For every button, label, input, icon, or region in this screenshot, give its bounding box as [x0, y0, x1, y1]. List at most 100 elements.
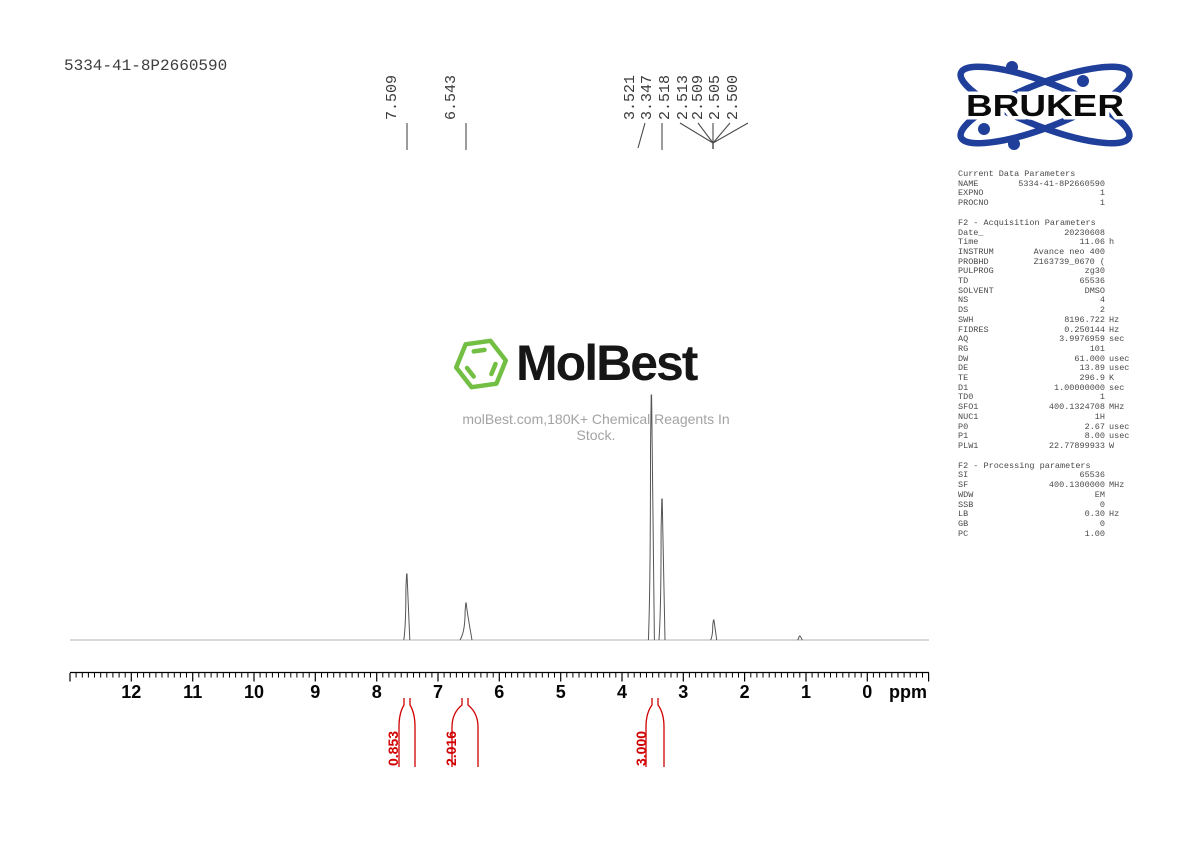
- parameter-row: Date_ 20230608: [958, 227, 1136, 239]
- parameter-row: DE 13.89 usec: [958, 364, 1136, 374]
- nmr-peak: [658, 498, 666, 641]
- peak-ppm-label: 2.509: [690, 74, 707, 120]
- nmr-peak: [459, 602, 473, 641]
- parameters-section-title: Current Data Parameters: [958, 169, 1076, 179]
- parameter-row: Time 11.06 h: [958, 238, 1136, 248]
- parameter-row: DW 61.000 usec: [958, 353, 1136, 365]
- axis-tick-label: 2: [740, 682, 750, 702]
- parameter-label: SI: [958, 470, 969, 481]
- parameter-row: RG 101: [958, 343, 1136, 355]
- parameter-label: SSB: [958, 499, 974, 510]
- parameter-value: 4: [1099, 295, 1105, 306]
- parameter-label: PROBHD: [958, 256, 989, 267]
- parameter-value: 2.67: [1084, 421, 1105, 432]
- parameter-row: P0 2.67 usec: [958, 421, 1136, 433]
- parameter-label: NS: [958, 295, 969, 306]
- parameter-label: RG: [958, 343, 969, 354]
- parameter-row: TD0 1: [958, 393, 1136, 403]
- integral-bracket: [467, 698, 479, 767]
- parameter-value: 22.77899933: [1048, 440, 1105, 451]
- axis-unit-label: ppm: [889, 682, 927, 702]
- parameter-value: 1.00000000: [1053, 382, 1105, 393]
- parameter-label: SWH: [958, 314, 974, 325]
- parameter-label: TD: [958, 276, 969, 287]
- parameter-row: EXPNO 1: [958, 189, 1136, 199]
- parameter-row: NUC1 1H: [958, 411, 1136, 423]
- parameter-row: PROBHD Z163739_0670 (: [958, 256, 1136, 268]
- parameter-value: 0.250144: [1064, 324, 1105, 335]
- parameter-row: TE 296.9 K: [958, 373, 1136, 384]
- parameters-section-title: F2 - Processing parameters: [958, 460, 1091, 471]
- parameter-row: PULPROG zg30: [958, 267, 1136, 277]
- parameters-section: F2 - Processing parameters SI 65536 SF 400.1…: [958, 460, 1136, 540]
- axis-tick-label: 1: [801, 682, 811, 702]
- peak-ppm-label: 7.509: [384, 74, 401, 120]
- parameter-value: 65536: [1079, 276, 1105, 287]
- parameter-row: SSB 0: [958, 499, 1136, 511]
- molbest-tagline: molBest.com,180K+ Chemical Reagents In S…: [462, 411, 730, 443]
- parameter-unit: sec: [1109, 382, 1125, 393]
- axis-tick-label: 8: [372, 682, 382, 702]
- parameter-label: TE: [958, 373, 969, 384]
- parameter-value: 20230608: [1064, 227, 1105, 238]
- nmr-peak: [797, 635, 803, 641]
- parameter-label: SFO1: [958, 402, 979, 413]
- parameter-unit: Hz: [1109, 324, 1120, 335]
- parameter-row: SOLVENT DMSO: [958, 285, 1136, 297]
- parameter-value: 61.000: [1074, 353, 1105, 364]
- parameters-section: F2 - Acquisition Parameters Date_ 20230608…: [958, 217, 1136, 452]
- parameter-value: EM: [1094, 489, 1105, 500]
- integral-value: 2.016: [443, 730, 459, 766]
- parameters-section-title: F2 - Acquisition Parameters: [958, 217, 1096, 228]
- axis-tick-label: 10: [244, 682, 264, 702]
- parameter-unit: MHz: [1109, 480, 1125, 491]
- nmr-peak: [647, 394, 655, 641]
- parameter-label: AQ: [958, 334, 969, 345]
- parameter-value: Avance neo 400: [1033, 246, 1105, 257]
- parameter-label: FIDRES: [958, 324, 989, 335]
- parameter-unit: Hz: [1109, 509, 1120, 520]
- parameter-label: DE: [958, 363, 969, 374]
- parameter-value: Z163739_0670 (: [1033, 256, 1105, 267]
- parameter-label: INSTRUM: [958, 246, 994, 257]
- parameter-row: DS 2: [958, 305, 1136, 316]
- bruker-orbit-dots: [978, 61, 1089, 150]
- parameter-label: P0: [958, 421, 969, 432]
- peak-ppm-label: 6.543: [443, 74, 460, 120]
- parameter-label: WDW: [958, 489, 974, 500]
- axis-tick-label: 0: [862, 682, 872, 702]
- parameter-label: NAME: [958, 178, 979, 189]
- parameter-value: 296.9: [1079, 373, 1105, 384]
- integral-bracket: [451, 698, 463, 767]
- benzene-hexagon-icon: [453, 338, 509, 390]
- parameter-label: PULPROG: [958, 266, 994, 277]
- peak-ppm-label: 2.518: [657, 74, 674, 120]
- parameter-row: TD 65536: [958, 276, 1136, 287]
- molbest-wordmark: MolBest: [516, 335, 698, 391]
- parameter-label: SF: [958, 480, 969, 491]
- peak-label-connector: [679, 122, 714, 144]
- parameter-row: LB 0.30 Hz: [958, 509, 1136, 520]
- parameter-value: 65536: [1079, 470, 1105, 481]
- parameter-value: 1: [1099, 392, 1105, 403]
- parameter-value: 13.89: [1079, 363, 1105, 374]
- axis-tick-label: 5: [556, 682, 566, 702]
- parameter-value: 101: [1089, 343, 1105, 354]
- parameter-row: SI 65536: [958, 471, 1136, 481]
- parameter-value: 1: [1099, 198, 1105, 209]
- parameter-row: GB 0: [958, 519, 1136, 530]
- parameter-row: WDW EM: [958, 489, 1136, 501]
- peak-ppm-label: 2.505: [707, 74, 724, 120]
- parameter-value: 0: [1099, 499, 1105, 510]
- peak-label-connector: [637, 122, 646, 149]
- parameter-value: DMSO: [1084, 285, 1105, 296]
- parameter-value: 1H: [1094, 411, 1105, 422]
- sample-id: 5334-41-8P2660590: [64, 57, 228, 75]
- parameter-label: Date_: [958, 227, 984, 238]
- parameters-panel: Current Data Parameters NAME 5334-41-8P266…: [958, 169, 1136, 549]
- parameter-row: INSTRUM Avance neo 400: [958, 246, 1136, 258]
- nmr-peak: [710, 619, 718, 641]
- parameter-label: P1: [958, 431, 969, 442]
- peak-label-connector: [697, 122, 714, 144]
